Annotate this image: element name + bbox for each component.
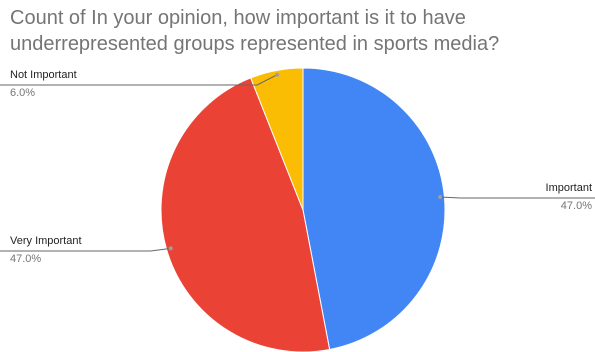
chart-title-line-2: underrepresented groups represented in s… [10,33,500,55]
leader-line-not-important [0,74,278,86]
slice-label-not-important: Not Important [10,69,77,81]
slice-percent-not-important: 6.0% [10,87,35,99]
slice-label-important: Important [546,182,592,194]
pie-labels: Important 47.0% Very Important 47.0% Not Imp… [0,69,595,265]
leader-dot-important [438,195,443,200]
slice-percent-very-important: 47.0% [10,253,41,265]
slice-percent-important: 47.0% [561,200,592,212]
pie-slices [160,67,446,352]
chart-title-line-1: Count of In your opinion, how important … [10,7,466,29]
pie-slice-very-important [160,77,331,352]
pie-slice-not-important [250,67,304,211]
leader-line-very-important [0,247,171,252]
pie-slice-important [302,67,446,351]
chart-title: Count of In your opinion, how important … [10,5,590,57]
leader-dot-very-important [168,246,173,251]
slice-label-very-important: Very Important [10,235,82,247]
leader-line-important [440,196,595,199]
leader-dot-not-important [275,72,280,77]
